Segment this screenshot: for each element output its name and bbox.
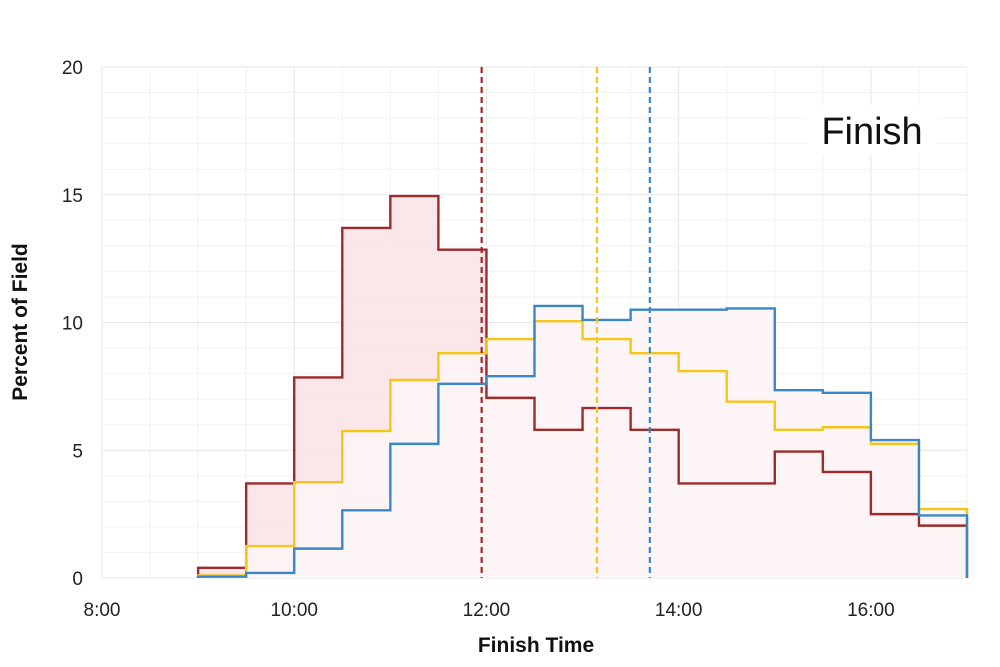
x-tick-label: 12:00 [463, 600, 511, 621]
series-lines [196, 194, 969, 578]
x-tick-label: 16:00 [847, 600, 895, 621]
x-tick-label: 14:00 [655, 600, 703, 621]
series-2-line [196, 304, 969, 578]
x-axis-title: Finish Time [478, 634, 594, 657]
x-tick-label: 8:00 [84, 600, 121, 621]
y-tick-label: 15 [62, 186, 83, 207]
mean-lines [480, 67, 651, 578]
series-0-line [196, 194, 969, 578]
x-tick-label: 10:00 [270, 600, 318, 621]
y-tick-label: 10 [62, 314, 83, 335]
y-tick-label: 5 [72, 441, 83, 462]
y-tick-label: 0 [72, 569, 83, 590]
y-axis-title: Percent of Field [9, 243, 32, 401]
chart-annotation: Finish [821, 111, 922, 153]
series-1-line [196, 320, 969, 578]
y-tick-label: 20 [62, 58, 83, 79]
tick-labels: 8:00 10:00 12:00 14:00 16:00 0 5 10 15 20 [62, 58, 895, 621]
annotation-box [806, 105, 938, 155]
